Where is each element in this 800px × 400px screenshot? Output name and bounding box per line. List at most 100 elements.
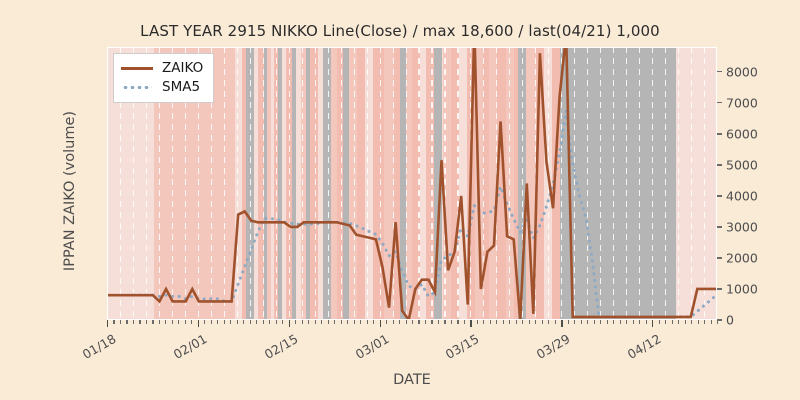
x-tick-minor (249, 320, 251, 324)
background-band (434, 47, 443, 320)
background-band (483, 47, 490, 320)
background-band (263, 47, 267, 320)
background-band (560, 47, 677, 320)
background-band (301, 47, 307, 320)
x-tick-minor (450, 320, 453, 324)
x-tick-minor (386, 320, 388, 324)
background-band (357, 47, 366, 320)
background-band (412, 47, 421, 320)
background-band (342, 47, 349, 320)
legend-label-sma5: SMA5 (162, 78, 201, 95)
x-tick-major (470, 320, 472, 327)
x-tick-minor (678, 320, 680, 324)
x-tick-minor (476, 320, 478, 324)
x-tick-minor (282, 320, 284, 324)
y-tick-label: 6000 (726, 126, 758, 142)
x-tick-minor (230, 320, 232, 324)
series-layer (107, 47, 717, 320)
x-tick-label: 01/18 (79, 331, 119, 363)
background-band (318, 47, 323, 320)
background-band (525, 47, 537, 320)
legend-item-zaiko[interactable]: ZAIKO (121, 59, 203, 78)
background-band (365, 47, 374, 320)
x-tick-minor (489, 320, 491, 324)
x-tick-minor (126, 320, 128, 324)
x-tick-minor (256, 320, 258, 324)
background-band (266, 47, 271, 320)
background-band (235, 47, 243, 320)
x-tick-minor (366, 320, 368, 324)
background-band (696, 47, 717, 320)
background-band (296, 47, 302, 320)
x-tick-minor (217, 320, 219, 324)
x-tick-minor (418, 320, 420, 324)
x-tick-minor (645, 320, 647, 324)
background-band (383, 47, 394, 320)
x-tick-minor (353, 320, 355, 324)
y-tick-mark (717, 226, 722, 228)
background-band (310, 47, 319, 320)
series-line-zaiko (107, 47, 717, 320)
x-tick-minor (275, 320, 277, 324)
x-tick-minor (373, 320, 375, 324)
x-tick-major (561, 320, 563, 327)
x-tick-minor (528, 320, 530, 324)
x-tick-minor (710, 320, 712, 324)
x-tick-minor (405, 320, 407, 324)
chart-legend[interactable]: ZAIKO SMA5 (113, 53, 215, 103)
background-band (373, 47, 384, 320)
x-tick-minor (178, 320, 180, 324)
background-band (517, 47, 526, 320)
x-tick-minor (210, 320, 212, 324)
x-tick-minor (554, 320, 556, 324)
x-tick-minor (606, 320, 608, 324)
x-tick-minor (236, 320, 238, 324)
y-tick-label: 5000 (726, 157, 758, 173)
legend-swatch-zaiko (121, 62, 153, 76)
x-tick-minor (191, 320, 193, 324)
y-axis-title: IPPAN ZAIKO (volume) (62, 110, 78, 272)
x-tick-minor (671, 320, 673, 324)
x-tick-label: 04/12 (624, 331, 664, 363)
x-tick-minor (269, 320, 271, 324)
y-axis: 0 1000 2000 3000 4000 5000 6000 7000 8000 (717, 47, 797, 326)
x-tick-minor (295, 320, 297, 324)
x-tick-label: 03/29 (534, 331, 573, 363)
background-band (489, 47, 498, 320)
x-axis-title: DATE (393, 372, 431, 388)
y-tick-label: 3000 (726, 219, 758, 235)
x-tick-minor (334, 320, 336, 324)
x-tick-minor (574, 320, 576, 324)
x-tick-minor (158, 320, 160, 324)
x-tick-minor (360, 320, 362, 324)
background-band (450, 47, 459, 320)
x-tick-minor (483, 320, 485, 324)
x-tick-minor (496, 320, 498, 324)
x-tick-minor (658, 320, 660, 324)
x-tick-minor (639, 320, 641, 324)
background-band (497, 47, 506, 320)
x-tick-minor (243, 320, 245, 324)
x-tick-minor (626, 320, 628, 324)
x-tick-minor (184, 320, 186, 324)
legend-item-sma5[interactable]: SMA5 (121, 78, 203, 97)
x-tick-label: 02/01 (170, 331, 210, 363)
background-band (258, 47, 264, 320)
y-tick-label: 7000 (726, 95, 758, 111)
legend-swatch-sma5 (121, 81, 153, 95)
y-tick-label: 4000 (726, 188, 758, 204)
x-tick-minor (593, 320, 595, 324)
x-tick-minor (347, 320, 349, 324)
background-band (536, 47, 545, 320)
x-tick-minor (204, 320, 206, 324)
y-tick-mark (717, 319, 722, 321)
background-band (442, 47, 451, 320)
x-tick-major (288, 320, 290, 327)
x-tick-minor (165, 320, 167, 324)
x-tick-label: 03/15 (443, 331, 482, 363)
x-tick-minor (119, 320, 122, 324)
x-tick-minor (301, 320, 303, 324)
x-tick-minor (665, 320, 667, 324)
y-tick-label: 0 (726, 312, 734, 328)
x-tick-minor (691, 320, 693, 324)
